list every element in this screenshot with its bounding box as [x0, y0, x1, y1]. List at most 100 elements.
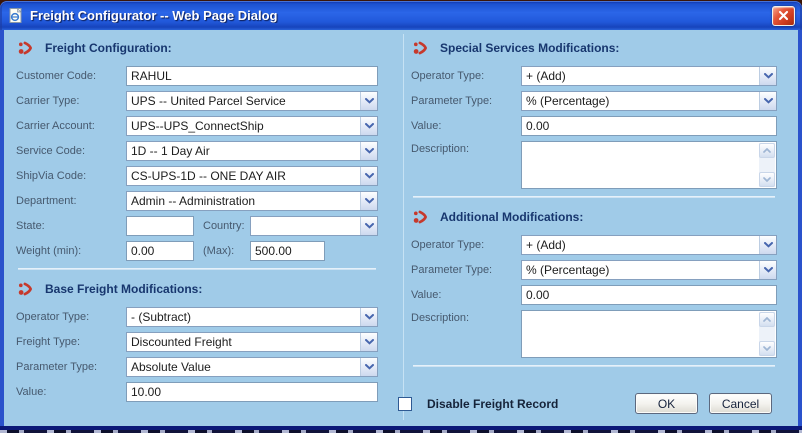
shipvia-code-select[interactable]: CS-UPS-1D -- ONE DAY AIR: [126, 166, 378, 186]
carrier-account-select[interactable]: UPS--UPS_ConnectShip: [126, 116, 378, 136]
red-arrow-bullet-icon: [18, 41, 32, 55]
department-select[interactable]: Admin -- Administration: [126, 191, 378, 211]
additional-parameter-type-row: Parameter Type: % (Percentage): [411, 260, 777, 280]
special-services-modifications-title: Special Services Modifications:: [440, 41, 620, 55]
base-operator-type-label: Operator Type:: [16, 311, 90, 323]
additional-operator-type-row: Operator Type: + (Add): [411, 235, 777, 255]
additional-parameter-type-select[interactable]: % (Percentage): [521, 260, 777, 280]
special-parameter-type-select[interactable]: % (Percentage): [521, 91, 777, 111]
state-input[interactable]: [126, 216, 194, 236]
carrier-account-label: Carrier Account:: [16, 120, 95, 132]
ok-button[interactable]: OK: [635, 393, 698, 414]
customer-code-row: Customer Code:: [16, 66, 378, 86]
special-value-row: Value:: [411, 116, 777, 136]
special-parameter-type-row: Parameter Type: % (Percentage): [411, 91, 777, 111]
additional-description-row: Description:: [411, 310, 777, 358]
special-value-label: Value:: [411, 120, 442, 132]
red-arrow-bullet-icon: [18, 282, 32, 296]
customer-code-input[interactable]: [126, 66, 378, 86]
carrier-type-label: Carrier Type:: [16, 95, 80, 107]
base-operator-type-row: Operator Type: - (Subtract): [16, 307, 378, 327]
weight-max-label: (Max):: [203, 245, 235, 257]
scroll-up-icon[interactable]: [759, 143, 775, 158]
country-label: Country:: [203, 220, 245, 232]
base-value-row: Value:: [16, 382, 378, 402]
country-select[interactable]: [250, 216, 378, 236]
weight-min-input[interactable]: [126, 241, 194, 261]
scrollbar[interactable]: [759, 143, 775, 187]
cancel-button[interactable]: Cancel: [709, 393, 772, 414]
special-parameter-type-value: % (Percentage): [526, 94, 610, 108]
weight-max-input[interactable]: [250, 241, 325, 261]
additional-value-input[interactable]: [521, 285, 777, 305]
dialog-body: Freight Configuration: Customer Code: Ca…: [0, 30, 802, 426]
chevron-down-icon: [360, 142, 377, 160]
freight-configuration-header: Freight Configuration:: [18, 38, 378, 58]
special-parameter-type-label: Parameter Type:: [411, 95, 493, 107]
scroll-down-icon[interactable]: [759, 341, 775, 356]
carrier-type-row: Carrier Type: UPS -- United Parcel Servi…: [16, 91, 378, 111]
service-code-select[interactable]: 1D -- 1 Day Air: [126, 141, 378, 161]
state-country-row: State: Country:: [16, 216, 378, 236]
chevron-down-icon: [360, 192, 377, 210]
dialog-bottom-frame: [0, 426, 802, 433]
chevron-down-icon: [759, 92, 776, 110]
chevron-down-icon: [360, 333, 377, 351]
disable-freight-record-checkbox[interactable]: [398, 396, 412, 411]
carrier-type-value: UPS -- United Parcel Service: [131, 94, 286, 108]
special-description-row: Description:: [411, 141, 777, 189]
special-description-label: Description:: [411, 143, 470, 155]
base-parameter-type-select[interactable]: Absolute Value: [126, 357, 378, 377]
title-bar[interactable]: Freight Configurator -- Web Page Dialog: [0, 1, 802, 30]
scrollbar[interactable]: [759, 312, 775, 356]
department-value: Admin -- Administration: [131, 194, 256, 208]
section-divider: [413, 365, 775, 367]
additional-operator-type-select[interactable]: + (Add): [521, 235, 777, 255]
special-value-input[interactable]: [521, 116, 777, 136]
additional-parameter-type-value: % (Percentage): [526, 263, 610, 277]
scroll-down-icon[interactable]: [759, 172, 775, 187]
right-column: Special Services Modifications: Operator…: [411, 38, 777, 376]
additional-value-label: Value:: [411, 289, 442, 301]
weight-min-label: Weight (min):: [16, 245, 82, 257]
shipvia-code-label: ShipVia Code:: [16, 170, 87, 182]
carrier-type-select[interactable]: UPS -- United Parcel Service: [126, 91, 378, 111]
chevron-down-icon: [360, 167, 377, 185]
freight-type-select[interactable]: Discounted Freight: [126, 332, 378, 352]
footer-bar: Disable Freight Record OK Cancel: [398, 393, 772, 414]
carrier-account-row: Carrier Account: UPS--UPS_ConnectShip: [16, 116, 378, 136]
base-value-input[interactable]: [126, 382, 378, 402]
base-value-label: Value:: [16, 386, 47, 398]
base-operator-type-value: - (Subtract): [131, 310, 192, 324]
special-operator-type-row: Operator Type: + (Add): [411, 66, 777, 86]
base-freight-modifications-title: Base Freight Modifications:: [45, 282, 203, 296]
service-code-row: Service Code: 1D -- 1 Day Air: [16, 141, 378, 161]
weight-row: Weight (min): (Max):: [16, 241, 378, 261]
additional-description-textarea[interactable]: [521, 310, 777, 358]
close-icon: [778, 10, 789, 21]
base-parameter-type-value: Absolute Value: [131, 360, 211, 374]
freight-type-row: Freight Type: Discounted Freight: [16, 332, 378, 352]
additional-description-label: Description:: [411, 312, 470, 324]
chevron-down-icon: [360, 358, 377, 376]
special-description-value: [526, 144, 756, 186]
web-page-dialog-icon: [7, 7, 24, 24]
department-label: Department:: [16, 195, 77, 207]
special-description-textarea[interactable]: [521, 141, 777, 189]
special-services-modifications-header: Special Services Modifications:: [413, 38, 777, 58]
disable-freight-record-label: Disable Freight Record: [427, 396, 559, 411]
base-parameter-type-label: Parameter Type:: [16, 361, 98, 373]
special-operator-type-select[interactable]: + (Add): [521, 66, 777, 86]
left-column: Freight Configuration: Customer Code: Ca…: [16, 38, 378, 407]
close-button[interactable]: [772, 5, 795, 26]
additional-operator-type-value: + (Add): [526, 238, 566, 252]
section-divider: [18, 268, 376, 270]
scroll-up-icon[interactable]: [759, 312, 775, 327]
freight-type-value: Discounted Freight: [131, 335, 232, 349]
chevron-down-icon: [360, 217, 377, 235]
base-operator-type-select[interactable]: - (Subtract): [126, 307, 378, 327]
special-operator-type-value: + (Add): [526, 69, 566, 83]
base-freight-modifications-header: Base Freight Modifications:: [18, 279, 378, 299]
shipvia-code-value: CS-UPS-1D -- ONE DAY AIR: [131, 169, 286, 183]
